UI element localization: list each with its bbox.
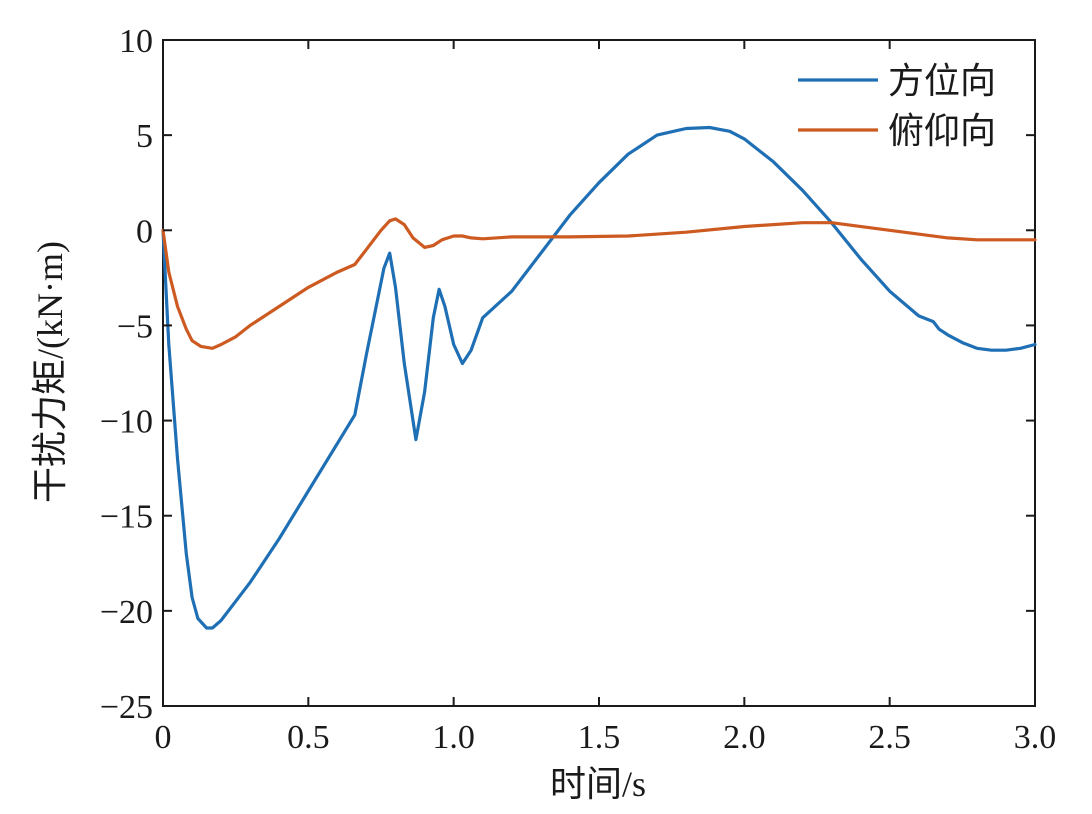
y-tick-label: 0	[136, 213, 153, 250]
legend-label-2: 俯仰向	[888, 111, 996, 151]
x-axis-ticks: 0 0.5 1.0 1.5 2.0 2.5 3.0	[155, 40, 1057, 756]
y-tick-label: 10	[119, 23, 153, 60]
x-tick-label: 2.0	[723, 719, 766, 756]
x-tick-label: 1.5	[578, 719, 621, 756]
y-tick-label: −15	[100, 499, 153, 536]
y-tick-label: −10	[100, 404, 153, 441]
y-axis-label: 干扰力矩/(kN·m)	[30, 241, 70, 503]
series-line-2	[161, 217, 1037, 350]
series-lines	[161, 125, 1037, 630]
y-tick-label: −20	[100, 594, 153, 631]
x-tick-label: 3.0	[1014, 719, 1057, 756]
series-line-1	[161, 125, 1037, 630]
x-axis-label: 时间/s	[550, 764, 646, 804]
x-tick-label: 0.5	[287, 719, 330, 756]
x-tick-label: 2.5	[868, 719, 911, 756]
y-tick-label: −5	[117, 308, 153, 345]
x-tick-label: 0	[155, 719, 172, 756]
legend-label-1: 方位向	[888, 61, 996, 101]
y-tick-label: 5	[136, 118, 153, 155]
x-tick-label: 1.0	[432, 719, 475, 756]
y-tick-label: −25	[100, 689, 153, 726]
y-axis-ticks: −25 −20 −15 −10 −5 0 5 10	[100, 23, 1035, 726]
